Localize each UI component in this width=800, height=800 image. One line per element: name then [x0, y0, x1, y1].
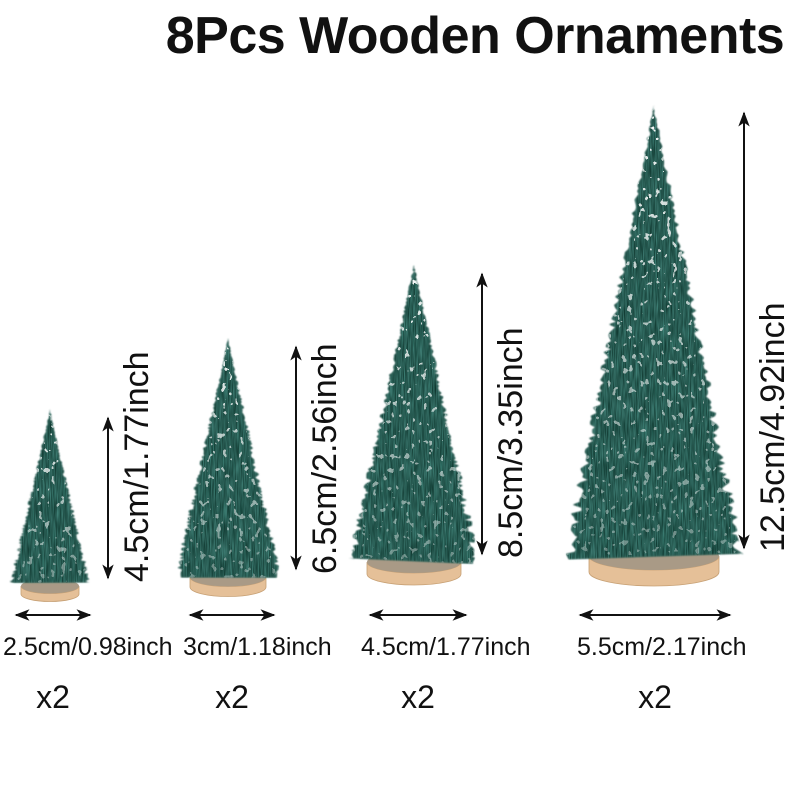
svg-text:x2: x2 — [638, 679, 672, 715]
svg-text:5.5cm/2.17inch: 5.5cm/2.17inch — [577, 633, 747, 661]
svg-text:4.5cm/1.77inch: 4.5cm/1.77inch — [361, 633, 531, 661]
svg-text:12.5cm/4.92inch: 12.5cm/4.92inch — [754, 303, 792, 553]
svg-text:8.5cm/3.35inch: 8.5cm/3.35inch — [492, 327, 530, 558]
svg-text:6.5cm/2.56inch: 6.5cm/2.56inch — [306, 343, 344, 574]
svg-text:x2: x2 — [401, 679, 435, 715]
svg-text:3cm/1.18inch: 3cm/1.18inch — [183, 633, 332, 661]
svg-text:4.5cm/1.77inch: 4.5cm/1.77inch — [118, 351, 156, 582]
svg-text:x2: x2 — [36, 679, 70, 715]
svg-text:2.5cm/0.98inch: 2.5cm/0.98inch — [3, 633, 173, 661]
svg-text:x2: x2 — [215, 679, 249, 715]
